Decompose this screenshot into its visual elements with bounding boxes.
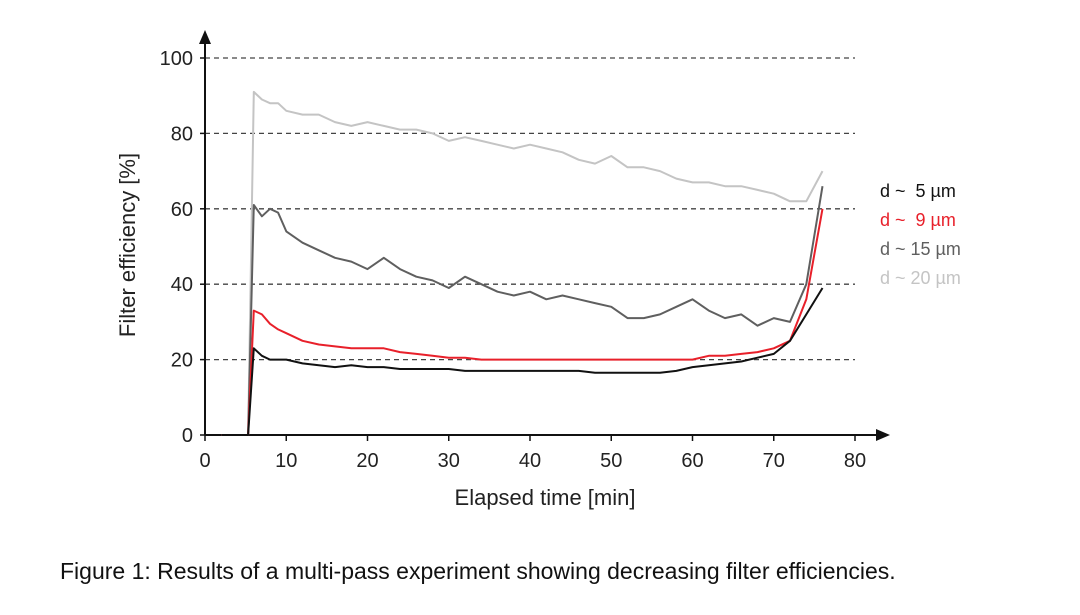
axes <box>199 30 890 441</box>
grid-lines <box>205 57 855 361</box>
figure-caption: Figure 1: Results of a multi-pass experi… <box>60 558 896 584</box>
x-tick-label-10: 10 <box>275 450 297 472</box>
y-axis-arrow-icon <box>199 30 211 44</box>
x-axis-arrow-icon <box>876 429 890 441</box>
y-tick-label-80: 80 <box>171 123 193 145</box>
legend-entry-2: d ~ 9 µm <box>880 210 956 230</box>
x-tick-label-20: 20 <box>356 450 378 472</box>
legend-entry-4: d ~ 20 µm <box>880 268 961 288</box>
x-tick-label-40: 40 <box>519 450 541 472</box>
series-lines <box>221 90 824 436</box>
x-tick-label-60: 60 <box>681 450 703 472</box>
tick-labels: 0 10 20 30 40 50 60 70 80 0 20 40 60 80 100 <box>160 48 867 472</box>
x-tick-label-50: 50 <box>600 450 622 472</box>
x-tick-label-30: 30 <box>438 450 460 472</box>
y-tick-label-0: 0 <box>182 425 193 447</box>
y-tick-label-60: 60 <box>171 199 193 221</box>
x-tick-label-0: 0 <box>199 450 210 472</box>
x-axis-title: Elapsed time [min] <box>455 485 636 510</box>
x-tick-label-80: 80 <box>844 450 866 472</box>
x-tick-label-70: 70 <box>763 450 785 472</box>
y-tick-label-100: 100 <box>160 48 193 70</box>
legend-entry-3: d ~ 15 µm <box>880 239 961 259</box>
legend: d ~ 5 µm d ~ 9 µm d ~ 15 µm d ~ 20 µm <box>880 181 961 288</box>
series-line-2 <box>221 208 824 436</box>
y-tick-label-20: 20 <box>171 350 193 372</box>
legend-entry-1: d ~ 5 µm <box>880 181 956 201</box>
y-tick-label-40: 40 <box>171 274 193 296</box>
series-line-4 <box>221 90 824 436</box>
series-line-3 <box>221 186 824 436</box>
series-line-1 <box>221 287 824 436</box>
y-axis-title: Filter efficiency [%] <box>115 153 140 337</box>
